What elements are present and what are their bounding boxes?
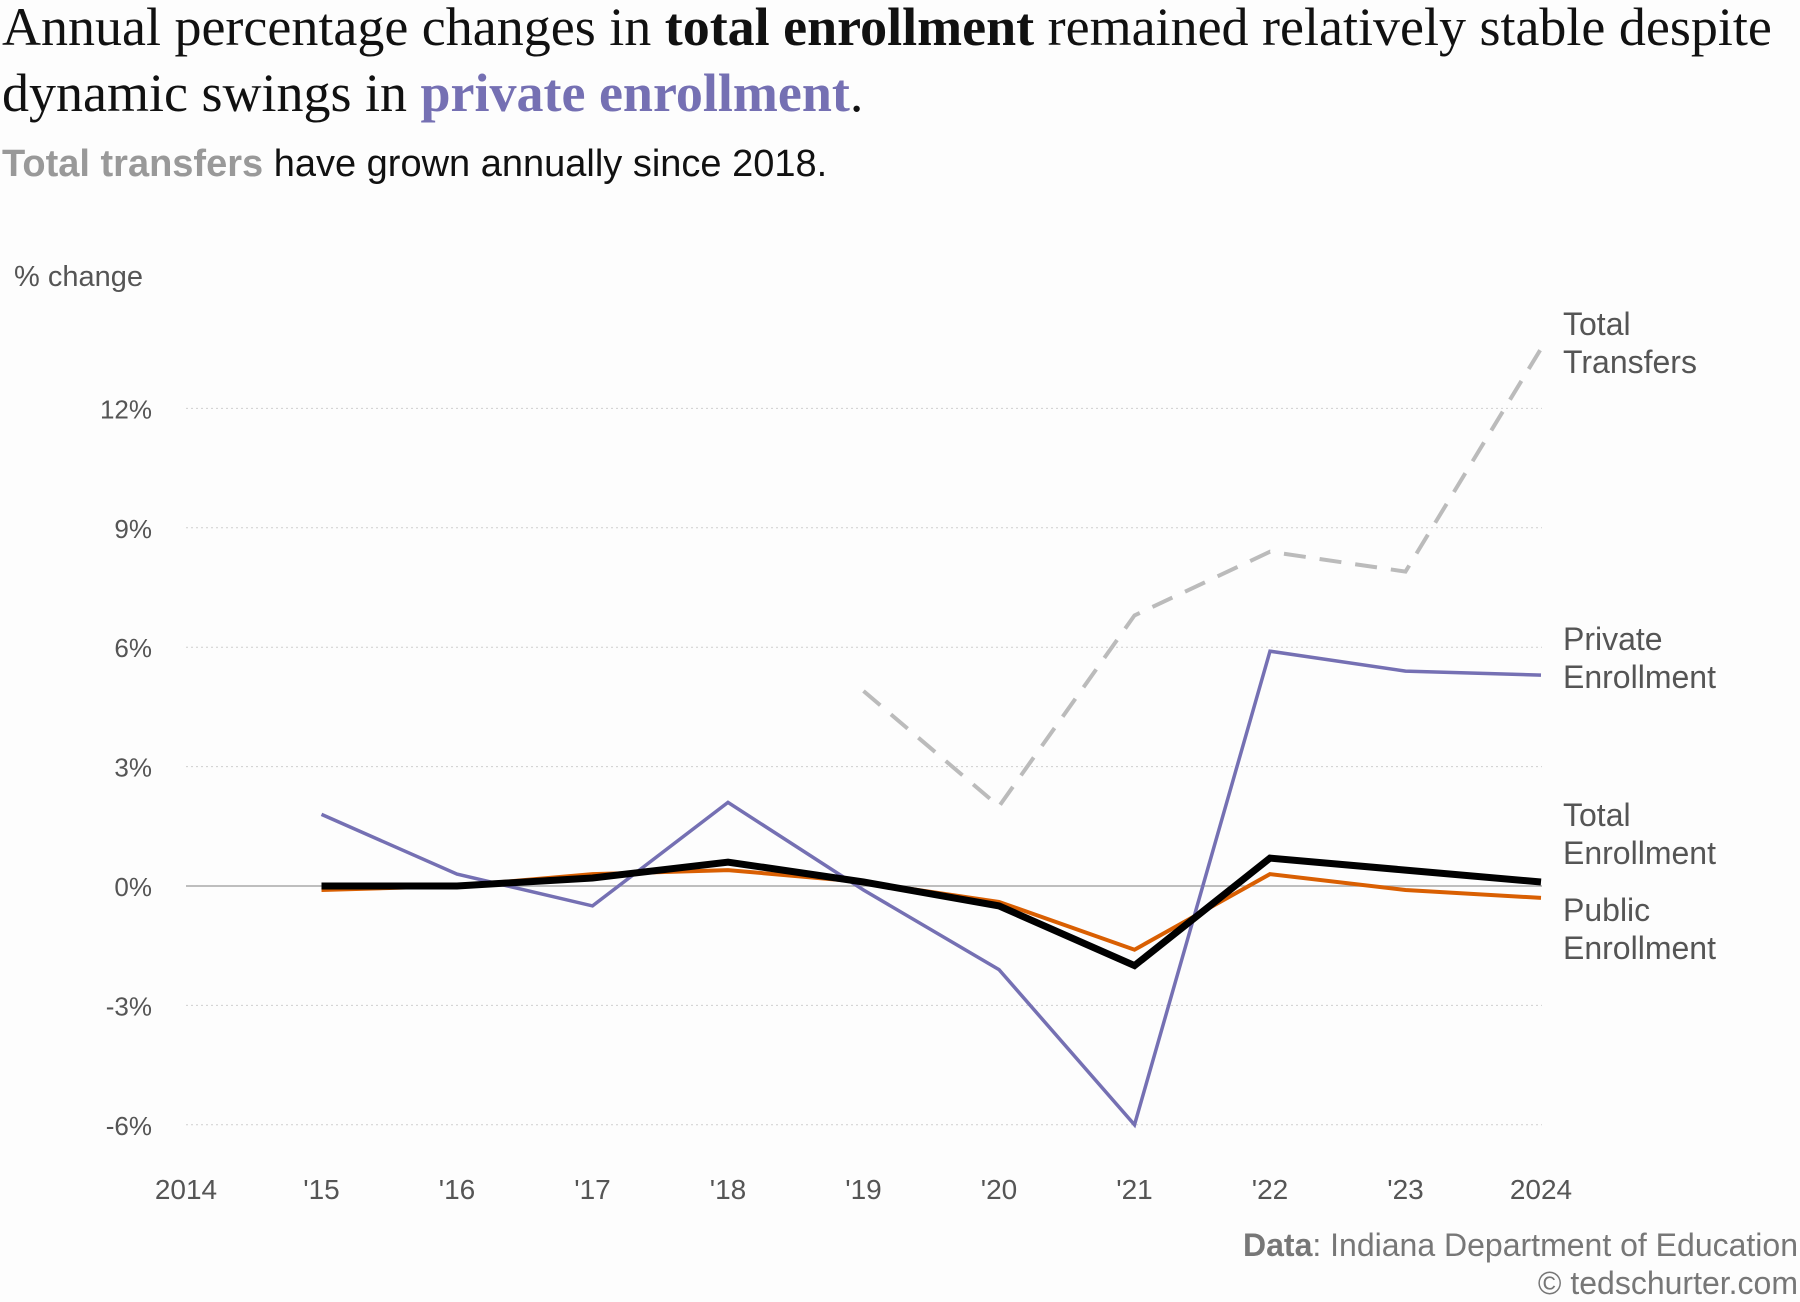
source-note: Data: Indiana Department of Education © … — [1243, 1226, 1798, 1302]
title-part2: remained relatively stable despite dynam… — [2, 0, 1772, 123]
subtitle-highlight: Total transfers — [2, 143, 264, 185]
chart-subtitle: Total transfers have grown annually sinc… — [2, 143, 827, 186]
series-label-private-enrollment: Private Enrollment — [1563, 621, 1716, 695]
series-label-total-transfers: Total Transfers — [1563, 306, 1697, 380]
x-tick-label: 2024 — [1510, 1174, 1572, 1205]
x-tick-label: '17 — [574, 1174, 611, 1205]
series-line-total-enrollment — [321, 854, 1542, 970]
series-label-total-enrollment: Total Enrollment — [1563, 797, 1716, 871]
x-tick-label: '18 — [710, 1174, 747, 1205]
y-axis-label: % change — [14, 261, 143, 293]
x-tick-label: '16 — [439, 1174, 476, 1205]
y-tick-label: 12% — [100, 394, 152, 424]
y-tick-label: 0% — [114, 872, 152, 902]
y-tick-label: -3% — [106, 991, 152, 1021]
title-bold: total enrollment — [664, 0, 1035, 57]
title-part1: Annual percentage changes in — [2, 0, 665, 57]
x-tick-label: '19 — [845, 1174, 882, 1205]
title-part3: . — [849, 63, 864, 123]
source-label: Data — [1243, 1227, 1313, 1263]
x-tick-label: 2014 — [155, 1174, 217, 1205]
series-label-public-enrollment: Public Enrollment — [1563, 892, 1716, 966]
x-tick-label: '15 — [303, 1174, 340, 1205]
y-tick-label: 6% — [114, 633, 152, 663]
y-tick-label: 3% — [114, 753, 152, 783]
source-text: : Indiana Department of Education — [1312, 1227, 1798, 1263]
source-credit: © tedschurter.com — [1537, 1265, 1798, 1301]
x-tick-label: '22 — [1252, 1174, 1289, 1205]
series-line-private-enrollment — [320, 649, 1542, 1129]
chart-title: Annual percentage changes in total enrol… — [2, 0, 1798, 126]
y-tick-label: 9% — [114, 514, 152, 544]
x-tick-label: '23 — [1387, 1174, 1424, 1205]
y-tick-label: -6% — [106, 1111, 152, 1141]
x-tick-label: '21 — [1116, 1174, 1153, 1205]
series-line-total-transfers — [862, 347, 1543, 810]
subtitle-rest: have grown annually since 2018. — [263, 143, 828, 185]
x-tick-label: '20 — [981, 1174, 1018, 1205]
title-accent: private enrollment — [420, 63, 850, 123]
